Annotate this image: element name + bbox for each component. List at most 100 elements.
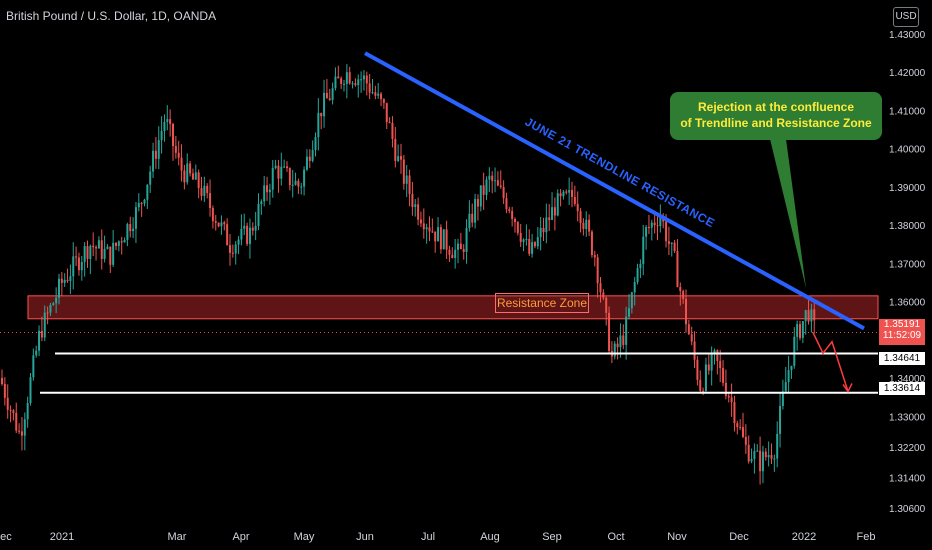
current-price: 1.35191 <box>883 319 921 330</box>
candle-body <box>810 309 813 322</box>
candle-body <box>72 256 75 277</box>
candle-body <box>303 169 306 187</box>
candle-body <box>112 242 115 265</box>
candle-body <box>380 93 383 100</box>
candle-body <box>6 397 9 410</box>
candle-body <box>106 246 109 249</box>
candle-body <box>653 222 656 226</box>
candle-body <box>796 324 799 337</box>
candle-body <box>58 278 60 298</box>
candle-body <box>160 131 163 141</box>
candle-body <box>55 297 58 304</box>
support-1-tag: 1.34641 <box>879 352 925 365</box>
candle-body <box>787 370 790 383</box>
candle-body <box>696 359 699 380</box>
candle-body <box>80 261 83 271</box>
x-tick-label: May <box>294 531 315 543</box>
x-tick-label: Oct <box>607 531 624 543</box>
candle-body <box>263 185 266 202</box>
candle-body <box>531 242 534 254</box>
candle-body <box>482 185 485 195</box>
candle-body <box>807 310 810 322</box>
candle-body <box>439 227 442 250</box>
candle-body <box>508 209 511 211</box>
candle-body <box>200 188 203 196</box>
y-tick-label: 1.43000 <box>889 30 926 41</box>
candle-body <box>294 180 297 185</box>
candle-body <box>571 189 573 197</box>
candle-body <box>140 203 143 205</box>
candle-body <box>100 240 103 259</box>
candle-body <box>46 312 49 314</box>
candle-body <box>442 229 445 250</box>
candle-body <box>593 255 596 258</box>
candle-body <box>18 430 21 432</box>
candle-body <box>95 247 98 249</box>
y-tick-label: 1.41000 <box>889 106 926 117</box>
candle-body <box>229 245 231 253</box>
candle-body <box>172 123 174 146</box>
candle-body <box>414 204 417 207</box>
candle-body <box>422 223 425 230</box>
x-tick-label: Mar <box>168 531 187 543</box>
candle-body <box>548 217 551 220</box>
candle-body <box>773 458 776 460</box>
candle-body <box>647 226 650 228</box>
candle-body <box>468 213 471 229</box>
candle-body <box>38 330 41 351</box>
candle-body <box>157 140 160 159</box>
candle-body <box>496 180 499 186</box>
candle-body <box>89 245 92 259</box>
candle-body <box>776 433 779 459</box>
candle-body <box>115 242 117 246</box>
candle-body <box>288 168 291 186</box>
candle-body <box>49 305 52 313</box>
candle-body <box>474 199 477 223</box>
candle-body <box>9 409 12 411</box>
candle-body <box>92 245 95 248</box>
candle-body <box>596 257 599 284</box>
candle-body <box>220 222 223 227</box>
candle-body <box>251 227 254 231</box>
candle-body <box>573 196 576 204</box>
candle-body <box>599 283 602 293</box>
candle-body <box>308 156 311 161</box>
candle-body <box>417 204 420 220</box>
candle-body <box>579 211 582 223</box>
candle-body <box>784 382 787 392</box>
candle-body <box>257 204 260 226</box>
candle-body <box>454 249 457 258</box>
candle-body <box>499 185 502 188</box>
y-tick-label: 1.30600 <box>889 504 926 515</box>
resistance-zone-label: Resistance Zone <box>495 293 589 313</box>
candle-body <box>799 324 801 338</box>
candle-body <box>120 241 123 243</box>
candle-body <box>343 83 345 85</box>
candle-body <box>194 172 197 180</box>
candle-body <box>340 78 343 84</box>
candle-body <box>576 203 579 212</box>
candle-body <box>180 157 183 171</box>
candle-body <box>15 412 18 431</box>
candle-body <box>488 175 491 180</box>
current-price-tag: 1.35191 11:52:09 <box>879 319 925 345</box>
candle-body <box>633 282 636 293</box>
candle-body <box>622 335 625 345</box>
candle-body <box>357 79 360 86</box>
candle-body <box>793 336 796 366</box>
candle-body <box>209 193 212 209</box>
candle-body <box>234 244 237 254</box>
candle-body <box>32 355 35 378</box>
currency-button[interactable]: USD <box>893 7 919 27</box>
candle-body <box>630 292 633 309</box>
candle-body <box>305 156 308 170</box>
candle-body <box>331 88 334 100</box>
x-tick-label: Nov <box>667 531 687 543</box>
candle-body <box>676 251 679 287</box>
candle-body <box>511 210 514 219</box>
candle-body <box>779 405 782 434</box>
candle-body <box>553 207 556 216</box>
candle-body <box>539 227 542 238</box>
candle-body <box>286 166 288 169</box>
